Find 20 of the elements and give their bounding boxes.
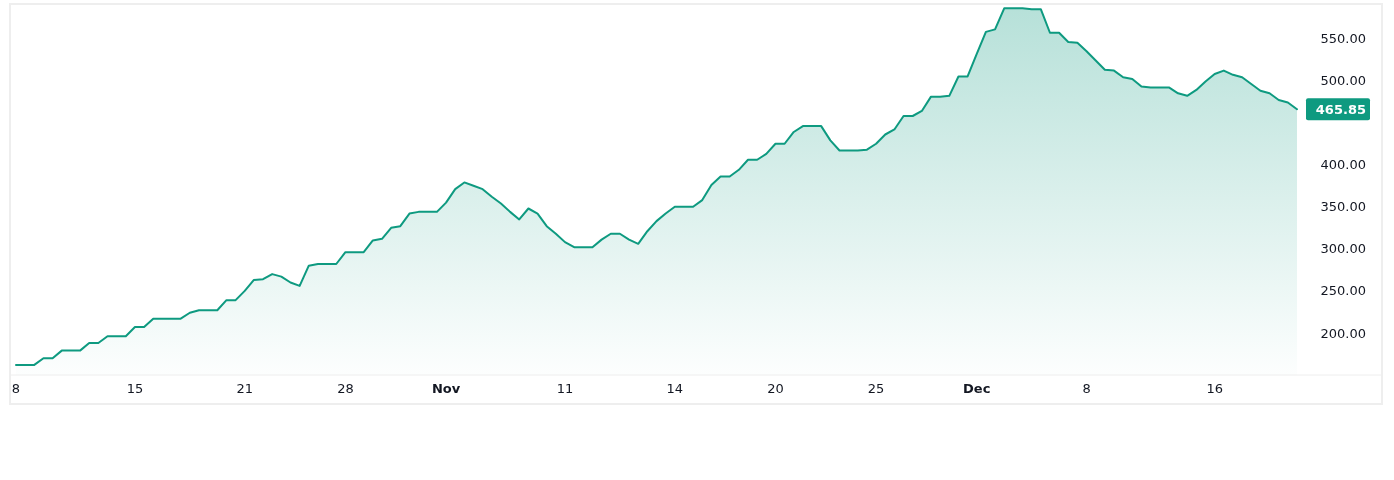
y-tick-label: 350.00	[1320, 199, 1366, 215]
x-tick-label: 15	[126, 381, 144, 396]
x-tick-label: Dec	[963, 381, 991, 396]
x-tick-label: 8	[1082, 381, 1091, 396]
x-tick-label: Nov	[431, 381, 461, 396]
x-tick-label: 16	[1206, 381, 1223, 396]
y-tick-label: 200.00	[1320, 325, 1366, 341]
x-tick-label: 28	[337, 381, 354, 396]
x-tick-label: 21	[236, 381, 254, 396]
text: 465.85	[1315, 101, 1366, 117]
y-tick-label: 300.00	[1320, 241, 1366, 257]
x-tick-label: 11	[556, 381, 574, 396]
y-tick-label: 500.00	[1320, 73, 1366, 89]
x-tick-label: 25	[867, 381, 885, 396]
y-tick-label: 400.00	[1320, 157, 1366, 173]
y-tick-label: 250.00	[1320, 283, 1366, 299]
y-tick-label: 550.00	[1320, 31, 1366, 47]
x-tick-label: 8	[11, 381, 21, 396]
x-tick-label: 20	[767, 381, 784, 396]
x-tick-label: 14	[666, 381, 684, 396]
